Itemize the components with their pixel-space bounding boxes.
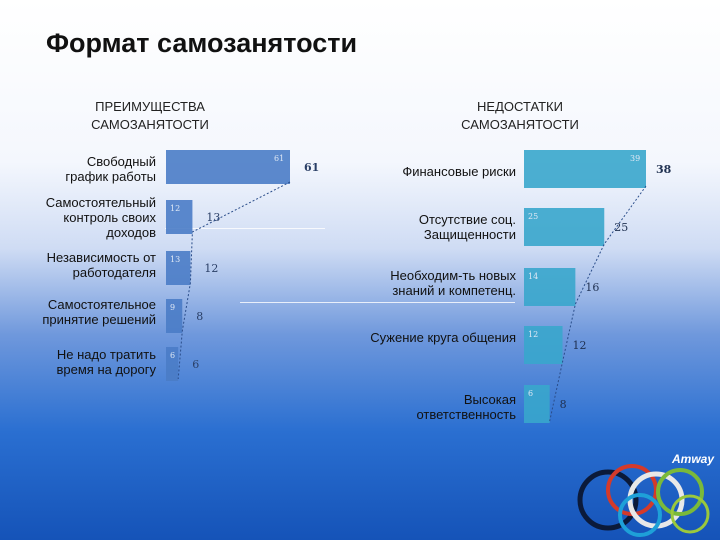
left-trend-line (177, 181, 291, 380)
right-bar-3 (524, 326, 563, 364)
right-inner-label-1: 25 (528, 212, 538, 221)
logo-rings-icon (577, 464, 710, 537)
left-bar-1 (166, 200, 193, 234)
brand-logo-text: Amway (672, 452, 715, 466)
right-inner-label-3: 12 (528, 330, 538, 339)
right-inner-label-4: 6 (528, 389, 533, 398)
right-value-label-4: 8 (560, 398, 567, 411)
left-header-line-2: САМОЗАНЯТОСТИ (91, 117, 209, 132)
right-divider-line (240, 302, 515, 303)
left-cat-0-line-1: график работы (65, 169, 156, 184)
left-inner-label-0: 61 (274, 154, 284, 163)
left-cat-2-line-0: Независимость от (46, 250, 156, 265)
right-category-label: Финансовые риски (330, 164, 516, 179)
left-bar-3 (166, 299, 183, 333)
right-value-label-2: 16 (585, 281, 599, 294)
right-category-label: Сужение круга общения (330, 330, 516, 345)
left-column-header: ПРЕИМУЩЕСТВА САМОЗАНЯТОСТИ (60, 98, 240, 134)
left-inner-label-1: 12 (170, 204, 180, 213)
left-inner-label-2: 13 (170, 255, 180, 264)
right-inner-label-0: 39 (630, 154, 640, 163)
left-bar-2 (166, 251, 191, 285)
left-category-label: Не надо тратить время на дорогу (10, 347, 157, 377)
right-category-label: Высокая ответственность (330, 392, 516, 422)
right-cat-3-line-0: Сужение круга общения (370, 330, 516, 345)
left-cat-1-line-0: Самостоятельный (45, 195, 156, 210)
left-category-label: Свободный график работы (10, 154, 156, 184)
left-bar-0 (166, 150, 290, 184)
right-value-label-3: 12 (573, 339, 587, 352)
right-bar-1 (524, 208, 605, 246)
left-bar-4 (166, 347, 179, 381)
left-cat-2-line-1: работодателя (72, 265, 156, 280)
right-column-header: НЕДОСТАТКИ САМОЗАНЯТОСТИ (430, 98, 610, 134)
left-cat-4-line-1: время на дорогу (56, 362, 157, 377)
right-header-line-2: САМОЗАНЯТОСТИ (461, 117, 579, 132)
left-inner-label-3: 9 (170, 303, 175, 312)
right-cat-2-line-1: знаний и компетенц. (392, 283, 516, 298)
right-category-label: Необходим-ть новых знаний и компетенц. (330, 268, 516, 298)
left-cat-0-line-0: Свободный (86, 154, 156, 169)
left-category-label: Самостоятельный контроль своих доходов (10, 195, 156, 240)
right-bar-2 (524, 268, 576, 306)
left-cat-4-line-0: Не надо тратить (56, 347, 156, 362)
right-cat-0-line-0: Финансовые риски (402, 164, 516, 179)
right-bar-4 (524, 385, 550, 423)
right-inner-label-2: 14 (528, 272, 538, 281)
right-header-line-1: НЕДОСТАТКИ (477, 99, 563, 114)
left-cat-3-line-1: принятие решений (42, 312, 156, 327)
right-bar-chart: 39 38 25 25 14 16 12 12 6 8 (524, 150, 672, 423)
right-value-label-0: 38 (656, 163, 672, 176)
left-value-label-2: 12 (204, 262, 218, 275)
right-cat-1-line-1: Защищенности (423, 227, 516, 242)
left-cat-3-line-0: Самостоятельное (47, 297, 156, 312)
right-cat-1-line-0: Отсутствие соц. (418, 212, 516, 227)
left-value-label-1: 13 (206, 211, 220, 224)
left-bar-chart: 61 61 12 13 13 12 9 8 6 6 (166, 150, 319, 381)
left-cat-1-line-1: контроль своих (63, 210, 156, 225)
right-cat-2-line-0: Необходим-ть новых (390, 268, 516, 283)
left-header-line-1: ПРЕИМУЩЕСТВА (95, 99, 205, 114)
left-category-label: Независимость от работодателя (10, 250, 156, 280)
right-category-label: Отсутствие соц. Защищенности (330, 212, 516, 242)
page-title: Формат самозанятости (46, 28, 358, 58)
right-bar-0 (524, 150, 646, 188)
left-value-label-4: 6 (192, 358, 199, 371)
right-cat-4-line-1: ответственность (416, 407, 516, 422)
left-category-label: Самостоятельное принятие решений (10, 297, 156, 327)
left-inner-label-4: 6 (170, 351, 175, 360)
left-divider-line (165, 228, 325, 229)
right-trend-line (549, 185, 647, 422)
right-cat-4-line-0: Высокая (463, 392, 516, 407)
left-value-label-3: 8 (196, 310, 203, 323)
right-value-label-1: 25 (614, 221, 628, 234)
left-cat-1-line-2: доходов (106, 225, 156, 240)
left-value-label-0: 61 (304, 161, 319, 174)
